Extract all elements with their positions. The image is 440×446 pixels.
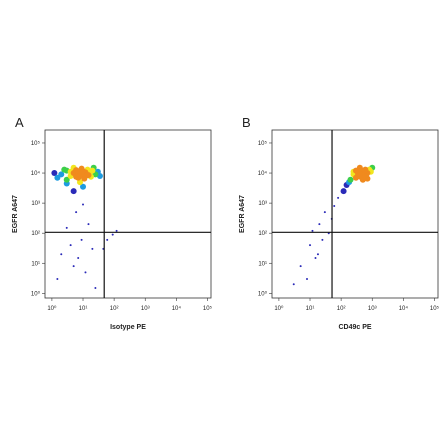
event-point <box>82 203 85 206</box>
event-point <box>115 229 118 232</box>
event-point <box>347 176 354 183</box>
event-point <box>311 229 314 232</box>
y-tick-label: 10⁴ <box>258 170 268 177</box>
event-point <box>69 244 72 247</box>
event-point <box>323 211 326 214</box>
event-point <box>337 196 340 199</box>
event-point <box>94 287 97 290</box>
event-point <box>75 211 78 214</box>
y-tick-label: 10³ <box>258 201 267 207</box>
event-point <box>321 238 324 241</box>
x-tick-label: 10² <box>337 306 346 312</box>
y-tick-label: 10¹ <box>258 261 267 267</box>
event-point <box>77 256 80 259</box>
x-tick-label: 10⁵ <box>203 305 213 312</box>
y-tick-label: 10⁰ <box>31 290 41 297</box>
y-tick-label: 10³ <box>31 201 40 207</box>
event-point <box>58 171 65 178</box>
y-tick-label: 10⁵ <box>258 140 268 147</box>
y-axis-label: EGFR A647 <box>12 195 19 233</box>
event-point <box>78 170 85 177</box>
event-point <box>80 238 83 241</box>
event-point <box>318 223 321 226</box>
event-point <box>356 172 363 179</box>
event-point <box>316 253 319 256</box>
event-point <box>106 238 109 241</box>
x-tick-label: 10¹ <box>79 306 88 312</box>
event-point <box>305 277 308 280</box>
event-point <box>299 265 302 268</box>
event-point <box>70 188 77 195</box>
event-point <box>84 271 87 274</box>
x-axis-label: CD49c PE <box>338 324 371 331</box>
event-point <box>111 233 114 236</box>
event-point <box>314 256 317 259</box>
event-point <box>63 176 70 183</box>
event-point <box>80 183 87 190</box>
x-tick-label: 10⁵ <box>430 305 440 312</box>
event-point <box>87 223 90 226</box>
event-point <box>60 253 63 256</box>
x-axis-label: Isotype PE <box>110 324 146 331</box>
event-point <box>333 205 336 208</box>
y-axis-label: EGFR A647 <box>239 195 246 233</box>
event-point <box>65 226 68 229</box>
y-tick-label: 10⁰ <box>258 290 268 297</box>
plot-frame <box>271 129 439 299</box>
x-tick-label: 10³ <box>368 306 377 312</box>
y-tick-label: 10⁴ <box>31 170 41 177</box>
y-tick-label: 10¹ <box>31 261 40 267</box>
x-tick-label: 10⁰ <box>274 305 284 312</box>
event-point <box>340 188 347 195</box>
panel-label: B <box>242 115 251 130</box>
y-tick-label: 10² <box>31 231 40 237</box>
y-tick-label: 10² <box>258 231 267 237</box>
event-point <box>56 277 59 280</box>
x-tick-label: 10⁴ <box>172 305 182 312</box>
plot-frame <box>44 129 212 299</box>
panel-label: A <box>15 115 24 130</box>
y-tick-label: 10⁵ <box>31 140 41 147</box>
x-tick-label: 10² <box>110 306 119 312</box>
event-point <box>72 265 75 268</box>
x-tick-label: 10¹ <box>306 306 315 312</box>
event-point <box>91 247 94 250</box>
x-tick-label: 10⁴ <box>399 305 409 312</box>
x-tick-label: 10³ <box>141 306 150 312</box>
x-tick-label: 10⁰ <box>47 305 57 312</box>
event-point <box>51 170 58 177</box>
event-point <box>292 283 295 286</box>
event-point <box>309 244 312 247</box>
